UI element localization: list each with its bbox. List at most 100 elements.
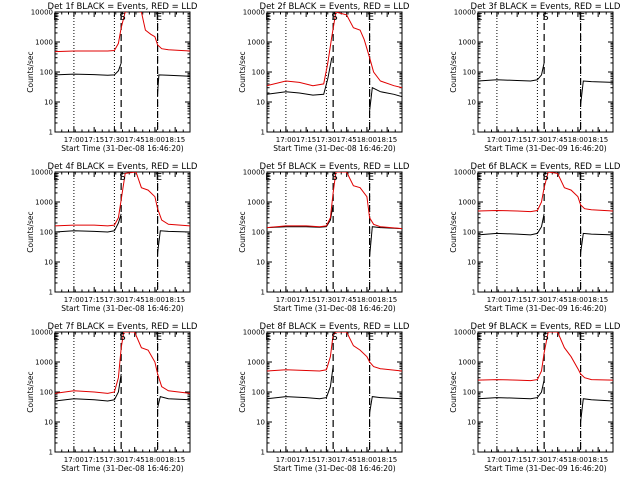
x-tick-label: 17:45 [125,456,145,464]
panel-4: Det 4f BLACK = Events, RED = LLD 1 10 100 10… [26,162,198,313]
series-line-1 [478,62,613,105]
panel-1: Det 1f BLACK = Events, RED = LLD 1 10 100 10… [26,2,198,153]
x-axis-label: Start Time (31-Dec-08 16:46:20) [273,464,395,473]
marker-label: S [119,172,125,183]
marker-label: E [368,332,374,343]
y-tick-label: 10 [256,259,265,267]
y-tick-label: 100 [252,69,265,77]
x-tick-label: 18:15 [588,456,608,464]
plot-frame [266,11,403,133]
y-tick-label: 100 [463,229,476,237]
marker-label: S [542,332,548,343]
y-tick-label: 100 [40,229,53,237]
y-axis-label: Counts/sec [449,371,458,412]
panel-title: Det 7f BLACK = Events, RED = LLD [48,322,198,332]
marker-label: E [265,172,271,183]
panel-8: Det 8f BLACK = Events, RED = LLD 1 10 100 10… [238,322,410,473]
x-tick-label: 17:15 [296,456,316,464]
marker-label: E [579,172,585,183]
x-tick-label: 17:00 [487,456,507,464]
marker-label: S [119,332,125,343]
y-tick-label: 1 [261,289,265,297]
x-tick-label: 17:15 [296,136,316,144]
series-line-2 [55,172,190,227]
marker-label: S [331,332,337,343]
x-tick-label: 18:15 [377,456,397,464]
marker-label: S [542,12,548,23]
x-tick-label: 17:45 [337,136,357,144]
y-tick-label: 10000 [454,9,476,17]
y-axis-label: Counts/sec [449,51,458,92]
x-tick-label: 17:45 [125,296,145,304]
x-tick-label: 18:00 [145,456,165,464]
series-line-2 [478,172,613,213]
series-line-2 [267,12,402,89]
y-axis-label: Counts/sec [449,211,458,252]
x-tick-label: 18:15 [377,296,397,304]
y-tick-label: 10000 [454,329,476,337]
y-axis-label: Counts/sec [238,51,247,92]
x-tick-label: 18:15 [165,456,185,464]
y-tick-label: 10000 [243,169,265,177]
x-tick-label: 18:00 [357,296,377,304]
panel-title: Det 2f BLACK = Events, RED = LLD [260,2,410,12]
y-tick-label: 1 [261,129,265,137]
series-line-1 [267,366,402,414]
y-tick-label: 10000 [31,329,53,337]
x-tick-label: 17:15 [84,296,104,304]
marker-label: E [476,332,482,343]
marker-label: S [331,172,337,183]
x-axis-label: Start Time (31-Dec-08 16:46:20) [273,144,395,153]
y-tick-label: 10000 [31,169,53,177]
x-tick-label: 17:45 [548,296,568,304]
x-tick-label: 17:00 [276,296,296,304]
panel-title: Det 4f BLACK = Events, RED = LLD [48,162,198,172]
x-tick-label: 17:00 [487,136,507,144]
plot-frame [266,331,403,453]
y-tick-label: 1000 [247,39,265,47]
panel-title: Det 6f BLACK = Events, RED = LLD [471,162,621,172]
plot-frame [54,11,191,133]
y-tick-label: 1 [261,449,265,457]
x-tick-label: 17:30 [527,456,547,464]
y-tick-label: 100 [252,389,265,397]
x-tick-label: 18:00 [145,136,165,144]
x-tick-label: 18:00 [568,136,588,144]
panel-2: Det 2f BLACK = Events, RED = LLD 1 10 100 10… [238,2,410,153]
panel-title: Det 1f BLACK = Events, RED = LLD [48,2,198,12]
x-tick-label: 17:15 [507,456,527,464]
y-tick-label: 10000 [243,329,265,337]
y-tick-label: 100 [40,389,53,397]
marker-label: E [368,172,374,183]
series-line-1 [267,204,402,257]
x-tick-label: 17:15 [507,296,527,304]
x-tick-label: 17:45 [548,136,568,144]
y-tick-label: 100 [463,69,476,77]
y-tick-label: 10 [256,419,265,427]
x-tick-label: 17:00 [487,296,507,304]
series-line-2 [478,332,613,382]
marker-label: E [476,12,482,23]
marker-label: E [156,12,162,23]
x-tick-label: 18:15 [165,136,185,144]
y-axis-label: Counts/sec [238,211,247,252]
x-tick-label: 17:30 [527,296,547,304]
y-tick-label: 1000 [35,359,53,367]
marker-label: S [542,172,548,183]
panel-9: Det 9f BLACK = Events, RED = LLD 1 10 100 10… [449,322,621,473]
marker-label: E [156,172,162,183]
x-tick-label: 18:00 [357,136,377,144]
x-axis-label: Start Time (31-Dec-08 16:46:20) [273,304,395,313]
y-tick-label: 10 [467,259,476,267]
marker-label: E [53,12,59,23]
plot-frame [477,171,614,293]
x-tick-label: 18:15 [588,136,608,144]
y-tick-label: 1000 [458,199,476,207]
y-tick-label: 100 [463,389,476,397]
y-tick-label: 10 [467,99,476,107]
plot-frame [477,11,614,133]
marker-label: E [476,172,482,183]
marker-label: E [579,332,585,343]
x-tick-label: 17:30 [316,136,336,144]
x-axis-label: Start Time (31-Dec-09 16:46:20) [484,304,606,313]
